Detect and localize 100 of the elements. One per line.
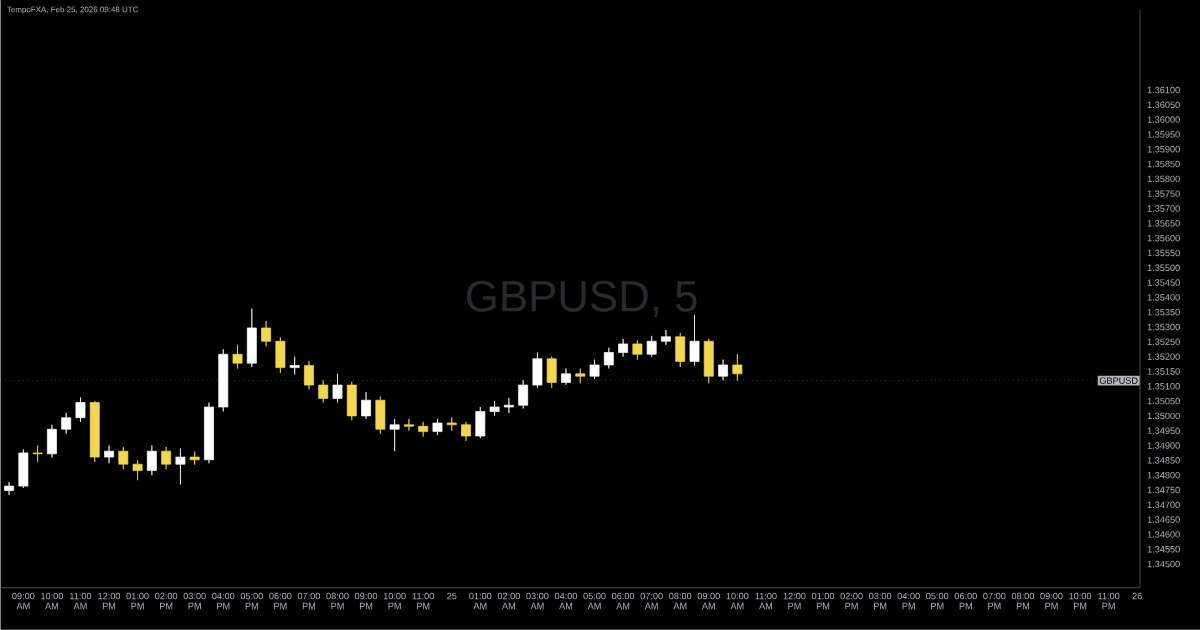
y-tick-label: 1.34700 <box>1147 501 1180 509</box>
x-tick-label: 10:00 PM <box>1069 592 1092 610</box>
y-tick-label: 1.34900 <box>1147 442 1180 449</box>
candlestick <box>346 381 357 421</box>
candlestick <box>489 400 500 417</box>
x-tick-label: 08:00 AM <box>669 592 692 610</box>
candlestick <box>432 418 443 436</box>
candlestick <box>289 356 300 375</box>
x-tick-label: 09:00 AM <box>12 592 35 610</box>
candlestick <box>261 320 272 347</box>
candlestick <box>175 448 186 485</box>
candlestick <box>718 359 728 381</box>
y-tick-label: 1.34850 <box>1147 457 1180 464</box>
candlestick <box>661 329 671 346</box>
y-tick-label: 1.35900 <box>1147 146 1180 153</box>
x-tick-label: 06:00 AM <box>611 592 635 610</box>
x-tick-label: 04:00 PM <box>897 592 920 610</box>
x-tick-label: 01:00 PM <box>126 592 149 610</box>
x-tick-label: 05:00 AM <box>583 592 606 610</box>
y-tick-label: 1.35250 <box>1147 338 1180 346</box>
candlestick <box>632 340 643 361</box>
candlestick <box>446 417 457 432</box>
candlestick <box>75 397 86 423</box>
y-tick-label: 1.36100 <box>1147 86 1180 94</box>
y-tick-label: 1.34750 <box>1147 486 1180 494</box>
ref-line-label: GBPUSD <box>1099 377 1138 385</box>
x-tick-label: 12:00 PM <box>783 592 806 610</box>
x-tick-label: 06:00 PM <box>954 592 977 610</box>
candlestick <box>603 347 614 369</box>
x-tick-label: 25 <box>447 592 457 600</box>
x-tick-label: 09:00 PM <box>354 592 378 610</box>
candlestick <box>675 332 686 368</box>
candlestick <box>703 338 714 384</box>
y-tick-label: 1.36050 <box>1147 101 1180 109</box>
y-tick-label: 1.34550 <box>1147 546 1180 553</box>
candlestick <box>575 368 586 384</box>
candlestick <box>518 380 529 409</box>
x-tick-label: 06:00 PM <box>269 592 292 610</box>
x-tick-label: 10:00 AM <box>726 592 749 610</box>
x-tick-label: 07:00 PM <box>983 592 1006 610</box>
x-tick-label: 11:00 PM <box>1098 592 1120 610</box>
y-tick-label: 1.35350 <box>1147 309 1180 316</box>
candlestick <box>418 421 429 438</box>
y-tick-label: 1.34600 <box>1147 531 1180 538</box>
x-tick-label: 08:00 PM <box>326 592 349 610</box>
y-tick-label: 1.35450 <box>1147 279 1180 286</box>
y-tick-label: 1.36000 <box>1147 116 1180 123</box>
candlestick <box>375 396 386 435</box>
candlestick <box>503 397 514 414</box>
candlestick <box>475 406 486 439</box>
y-tick-label: 1.35200 <box>1147 353 1180 361</box>
x-tick-label: 05:00 PM <box>926 592 949 610</box>
y-tick-label: 1.34800 <box>1147 472 1180 479</box>
candlestick <box>304 360 314 390</box>
x-tick-label: 03:00 AM <box>526 592 549 610</box>
candlestick <box>4 481 14 496</box>
candlestick <box>618 338 629 358</box>
x-tick-label: 02:00 PM <box>155 592 178 610</box>
candlestick <box>732 354 743 382</box>
x-tick-label: 01:00 AM <box>469 592 492 610</box>
x-tick-label: 04:00 PM <box>212 592 235 610</box>
y-tick-label: 1.35650 <box>1147 220 1180 227</box>
x-tick-label: 03:00 PM <box>183 592 206 610</box>
candlestick <box>589 359 600 380</box>
x-tick-label: 26 <box>1132 592 1142 600</box>
x-tick-label: 12:00 PM <box>98 592 121 610</box>
candlestick <box>189 451 200 466</box>
candlestick <box>561 368 571 386</box>
x-tick-label: 02:00 PM <box>840 592 863 610</box>
candlestick <box>161 446 172 470</box>
y-tick-label: 1.35050 <box>1147 397 1180 405</box>
x-tick-label: 04:00 AM <box>554 592 578 610</box>
candlestick <box>275 337 286 374</box>
candlestick <box>18 449 29 489</box>
x-tick-label: 01:00 PM <box>811 592 835 610</box>
y-tick-label: 1.35000 <box>1147 412 1180 420</box>
x-tick-label: 05:00 PM <box>240 592 263 610</box>
candlestick <box>61 412 72 435</box>
y-tick-label: 1.35100 <box>1147 383 1180 390</box>
y-tick-label: 1.35850 <box>1147 160 1180 168</box>
y-tick-label: 1.35300 <box>1147 323 1180 331</box>
y-tick-label: 1.35800 <box>1147 175 1180 183</box>
x-tick-label: 02:00 AM <box>497 592 520 610</box>
candlestick <box>204 402 214 464</box>
y-tick-label: 1.34950 <box>1147 427 1180 435</box>
candlestick <box>32 445 43 463</box>
candlestick <box>689 314 700 367</box>
y-tick-label: 1.35950 <box>1147 131 1180 138</box>
candlestick <box>361 391 371 420</box>
candlestick <box>403 418 414 432</box>
y-tick-label: 1.34650 <box>1147 516 1180 523</box>
x-tick-label: 11:00 AM <box>755 592 777 610</box>
candlestick <box>389 418 400 452</box>
candlestick <box>461 421 471 442</box>
y-tick-label: 1.35750 <box>1147 190 1180 198</box>
x-tick-label: 09:00 AM <box>697 592 720 610</box>
candlestick <box>46 424 57 458</box>
x-tick-label: 09:00 PM <box>1040 592 1063 610</box>
y-tick-label: 1.35550 <box>1147 249 1180 257</box>
y-tick-label: 1.34500 <box>1147 560 1180 568</box>
